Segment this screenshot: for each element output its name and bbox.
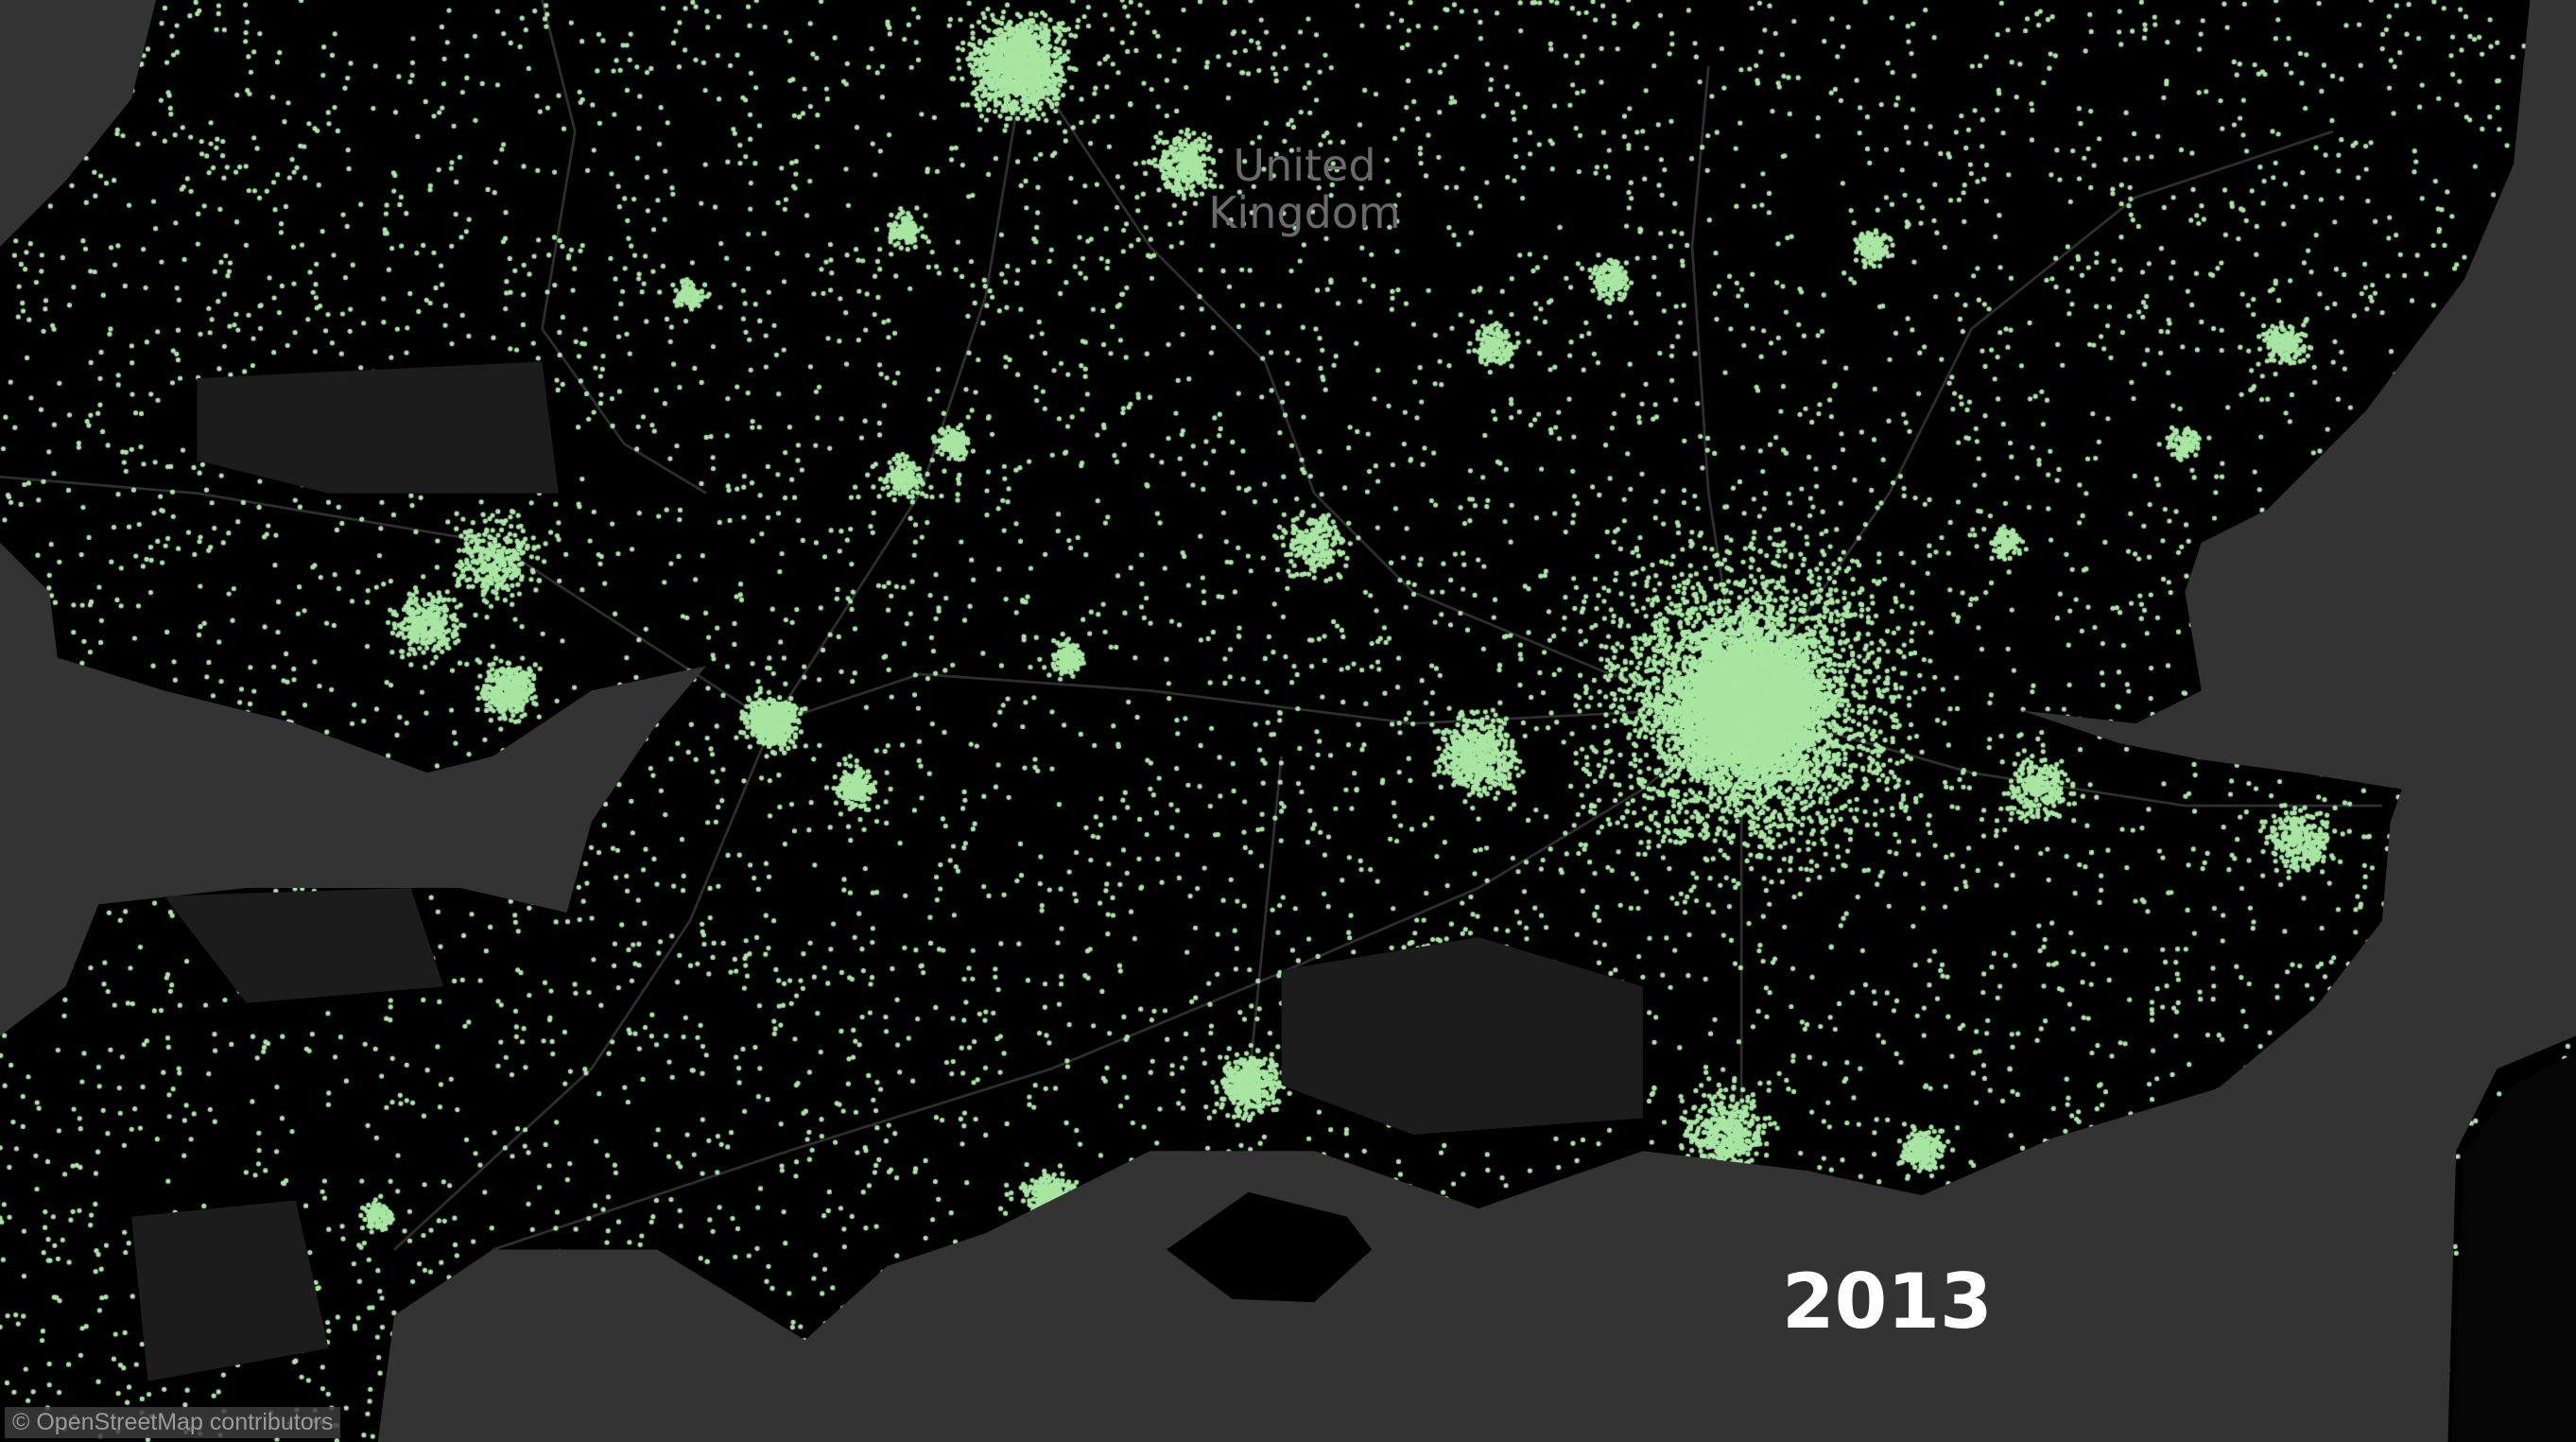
bristol-channel [0,542,707,1036]
english-channel [377,0,2576,1442]
irish-sea [0,0,157,247]
dartmoor-area [131,1200,329,1381]
isle-of-wight [1166,1191,1373,1303]
uplands-area [197,361,559,494]
france-coast [2450,1051,2576,1442]
exmoor-area [164,887,444,1003]
south-downs-area [1281,937,1643,1135]
attribution-link[interactable]: © OpenStreetMap contributors [5,1407,341,1438]
country-label: United Kingdom [1208,140,1401,238]
year-label: 2013 [1782,1258,1993,1346]
